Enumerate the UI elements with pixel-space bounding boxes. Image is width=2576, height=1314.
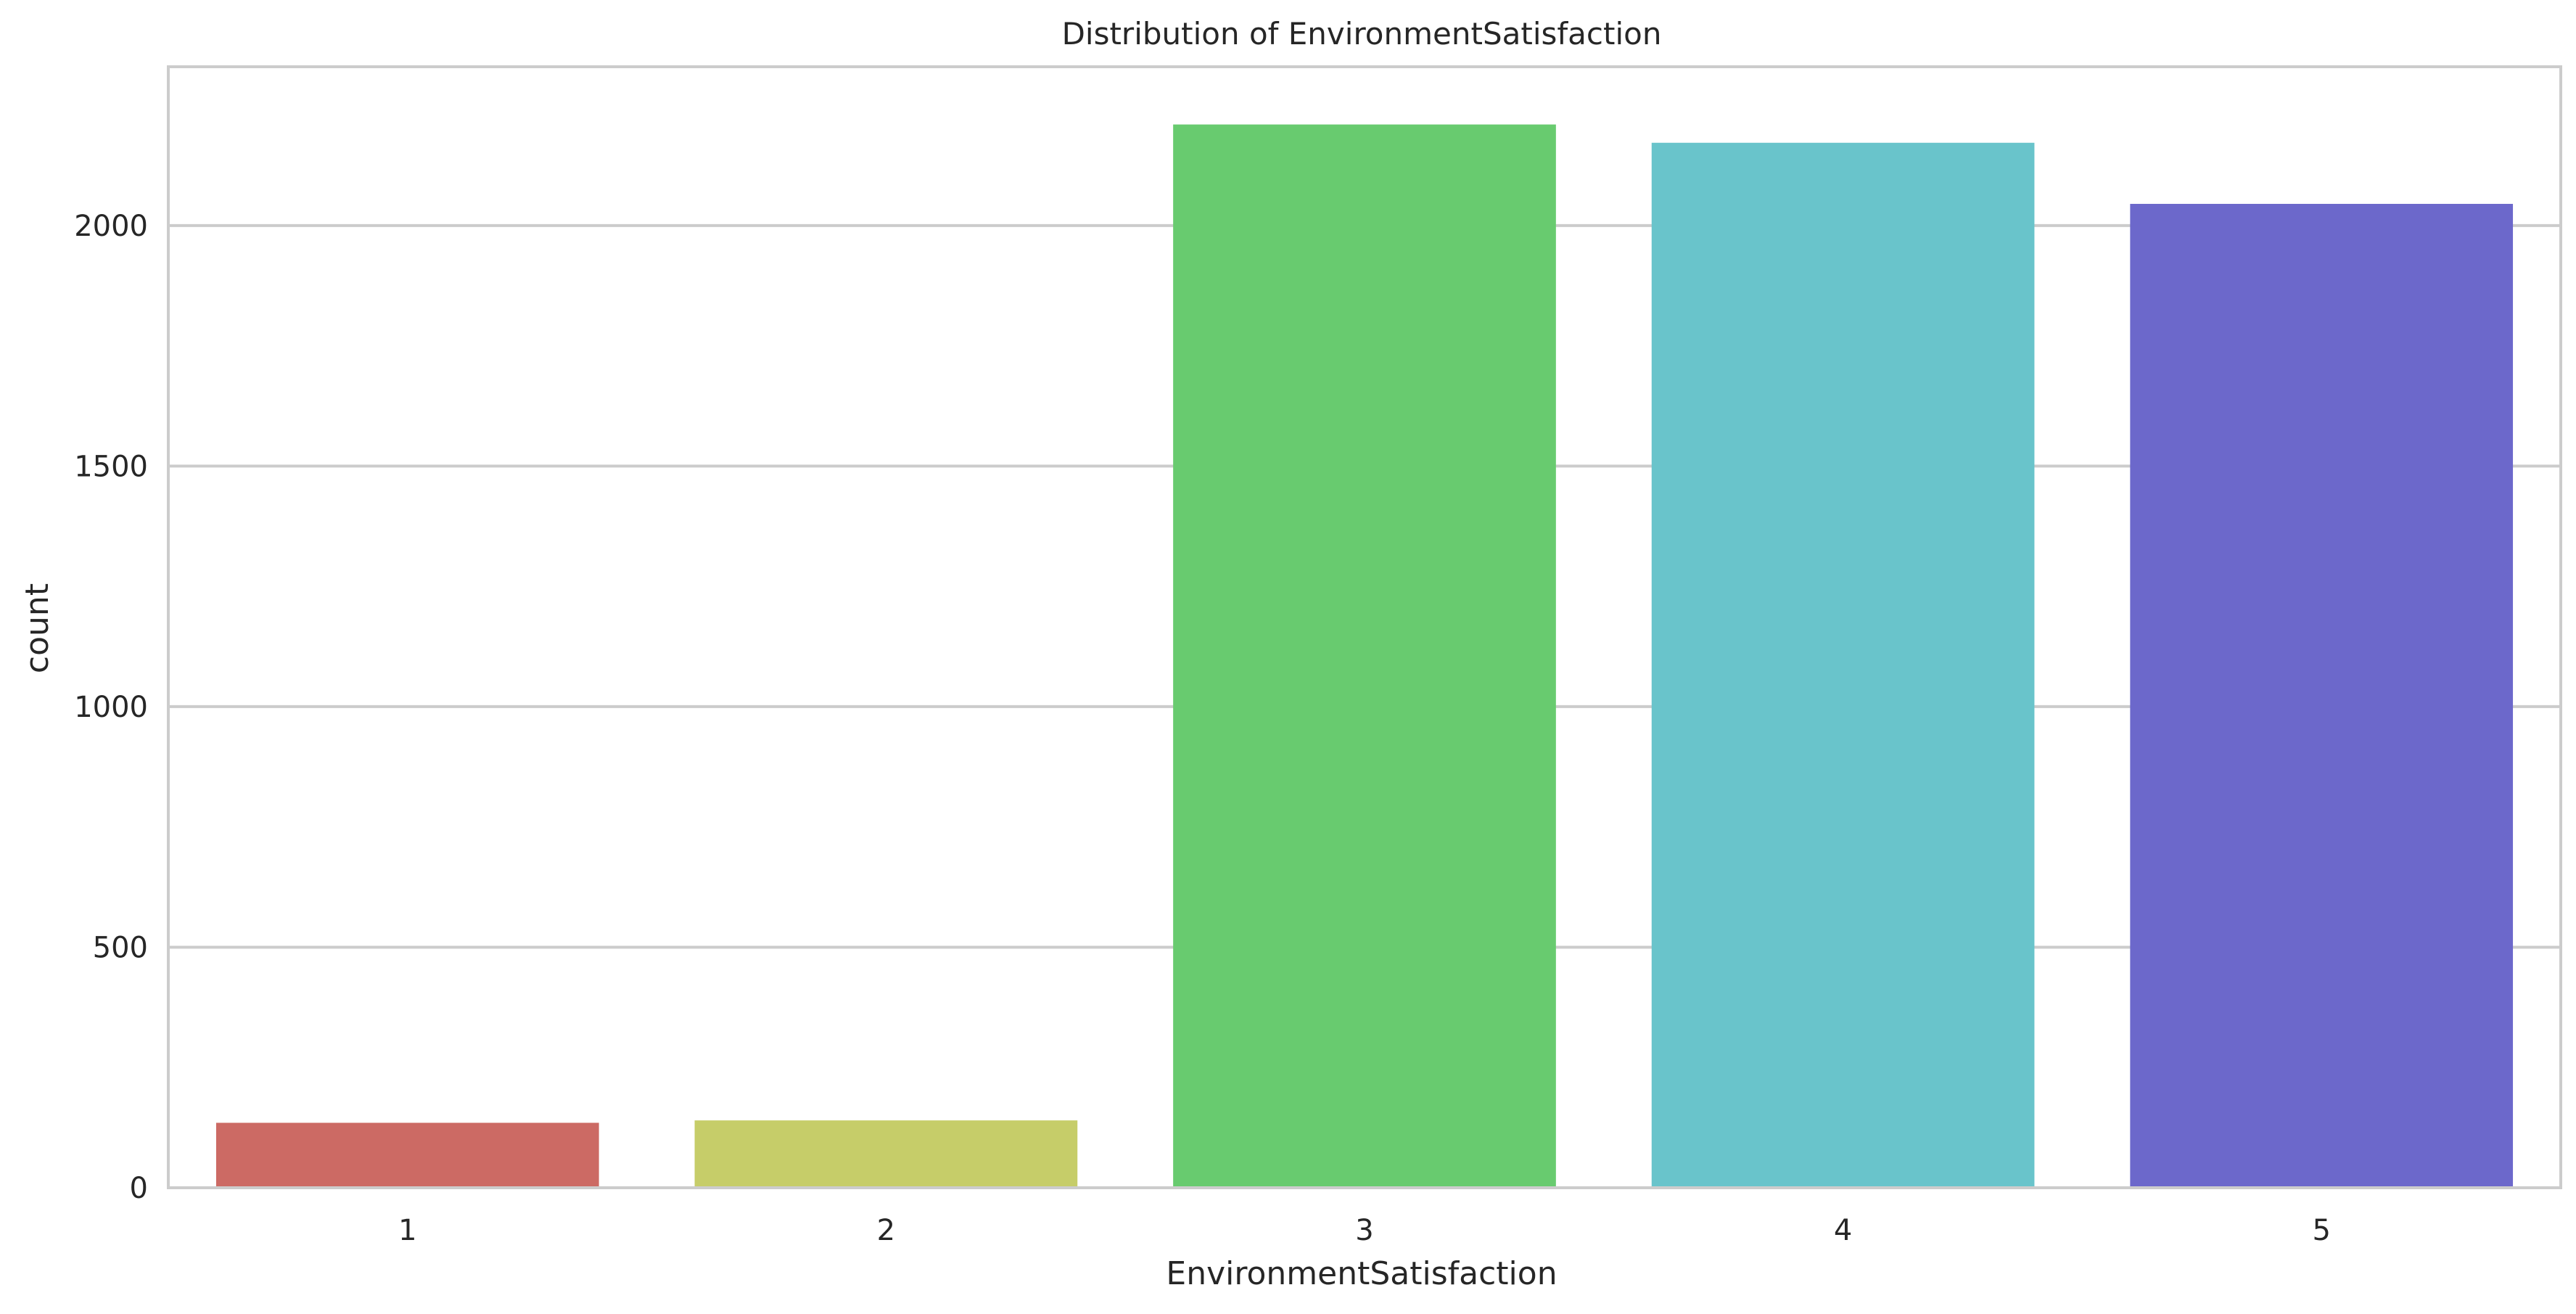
x-tick-labels: 1 2 3 4 5 (398, 1214, 2331, 1247)
x-tick-label: 1 (398, 1214, 416, 1247)
y-tick-labels: 0 500 1000 1500 2000 (74, 210, 148, 1205)
y-tick-label: 1000 (74, 691, 148, 724)
y-tick-label: 2000 (74, 210, 148, 243)
plot-frame (167, 65, 2562, 1189)
x-tick-label: 3 (1355, 1214, 1373, 1247)
bar-2 (694, 1120, 1078, 1188)
bar-3 (1173, 124, 1556, 1188)
x-tick-label: 4 (1834, 1214, 1852, 1247)
x-axis-label: EnvironmentSatisfaction (1166, 1255, 1557, 1292)
y-axis-label: count (19, 583, 56, 673)
bar-5 (2130, 203, 2514, 1188)
y-tick-label: 1500 (74, 450, 148, 483)
y-tick-label: 500 (93, 931, 148, 964)
x-tick-label: 2 (877, 1214, 895, 1247)
bars (215, 124, 2514, 1188)
y-tick-label: 0 (130, 1172, 148, 1205)
x-tick-label: 5 (2312, 1214, 2330, 1247)
chart-title: Distribution of EnvironmentSatisfaction (1062, 16, 1662, 52)
bar-1 (215, 1122, 599, 1188)
bar-4 (1651, 142, 2035, 1188)
